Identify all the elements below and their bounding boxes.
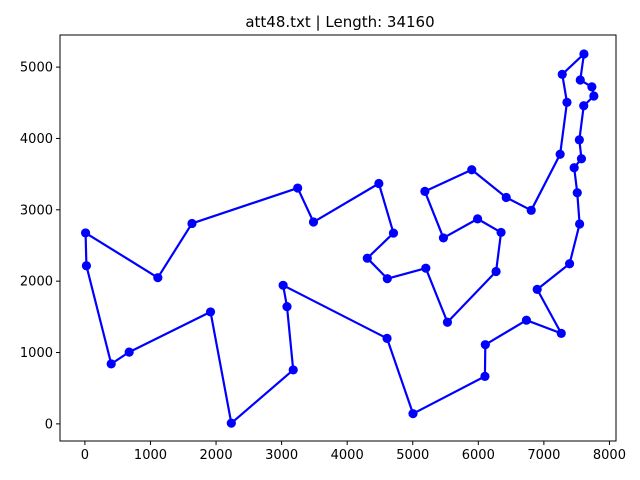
data-point-13 xyxy=(579,49,589,59)
data-point-12 xyxy=(575,75,585,85)
x-tick-label: 7000 xyxy=(527,448,560,463)
data-point-36 xyxy=(81,261,92,271)
data-point-0 xyxy=(521,315,532,325)
data-point-47 xyxy=(480,340,490,350)
x-tick-label: 3000 xyxy=(265,448,298,463)
data-point-6 xyxy=(569,163,579,173)
chart-title: att48.txt | Length: 34160 xyxy=(245,13,434,31)
y-tick-label: 4000 xyxy=(20,132,53,147)
data-point-2 xyxy=(532,284,542,294)
data-point-30 xyxy=(374,178,384,189)
data-point-4 xyxy=(575,219,585,229)
x-tick-label: 4000 xyxy=(331,448,364,463)
data-point-33 xyxy=(187,218,197,229)
data-point-37 xyxy=(106,359,116,369)
data-point-24 xyxy=(491,266,501,277)
axes-frame xyxy=(59,34,617,442)
data-point-45 xyxy=(408,409,418,419)
data-point-26 xyxy=(421,263,431,273)
data-point-22 xyxy=(472,214,483,224)
data-point-27 xyxy=(382,274,392,284)
data-point-5 xyxy=(572,188,582,198)
data-point-7 xyxy=(576,154,587,164)
data-point-17 xyxy=(526,205,536,215)
data-point-35 xyxy=(80,228,91,238)
data-point-43 xyxy=(278,280,288,290)
x-tick-label: 1000 xyxy=(134,448,167,463)
data-point-29 xyxy=(388,228,399,238)
plot-area: 0 1000 2000 3000 4000 5000 6000 7000 8000 0 1000 20… xyxy=(20,34,626,463)
data-point-11 xyxy=(587,82,597,92)
data-point-40 xyxy=(226,418,236,428)
data-point-28 xyxy=(362,253,372,263)
data-point-3 xyxy=(564,259,575,269)
y-tick-label: 5000 xyxy=(20,61,53,76)
data-point-46 xyxy=(480,371,490,381)
data-point-1 xyxy=(556,328,566,338)
data-point-16 xyxy=(555,149,565,159)
x-tick-label: 8000 xyxy=(593,448,626,463)
data-point-38 xyxy=(124,347,134,357)
x-tick-label: 5000 xyxy=(396,448,429,463)
y-tick-label: 1000 xyxy=(20,346,53,361)
x-tick-label: 6000 xyxy=(462,448,495,463)
data-point-25 xyxy=(442,317,453,327)
x-tick-label: 2000 xyxy=(200,448,233,463)
data-point-10 xyxy=(589,91,599,101)
data-point-8 xyxy=(574,135,584,145)
data-point-15 xyxy=(562,97,572,107)
x-tick-label: 0 xyxy=(81,448,89,463)
data-point-23 xyxy=(496,227,506,238)
data-point-42 xyxy=(282,301,292,312)
data-point-19 xyxy=(467,165,477,175)
data-point-31 xyxy=(308,217,319,227)
data-point-34 xyxy=(153,273,163,283)
y-tick-label: 0 xyxy=(45,417,53,432)
data-point-9 xyxy=(579,101,589,111)
data-point-44 xyxy=(382,333,392,343)
data-point-21 xyxy=(438,233,449,243)
data-point-18 xyxy=(501,192,511,203)
data-point-32 xyxy=(293,183,303,193)
data-point-41 xyxy=(288,365,298,375)
data-point-39 xyxy=(205,307,216,317)
y-tick-label: 3000 xyxy=(20,203,53,218)
data-point-20 xyxy=(420,186,430,197)
data-point-14 xyxy=(557,69,567,79)
y-tick-label: 2000 xyxy=(20,275,53,290)
